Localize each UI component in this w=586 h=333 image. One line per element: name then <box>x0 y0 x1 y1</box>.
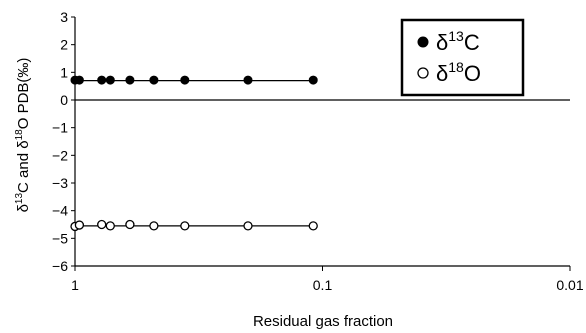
y-tick-label: 0 <box>60 92 68 108</box>
x-axis: 1 0.1 0.01 <box>71 99 584 293</box>
legend-oxygen-element: O <box>464 61 481 86</box>
y-axis-label-sup-1: 13 <box>14 193 25 205</box>
x-tick-label: 1 <box>71 277 79 293</box>
x-tick-label: 0.1 <box>313 277 333 293</box>
oxygen-data-point <box>149 221 159 231</box>
carbon-data-point <box>105 75 115 85</box>
y-tick-label: −1 <box>52 120 68 136</box>
legend-filled-circle-marker <box>417 36 429 48</box>
y-tick-label: −4 <box>52 203 68 219</box>
carbon-data-point <box>74 75 84 85</box>
oxygen-data-point <box>125 219 135 230</box>
legend: δ13C δ18O <box>400 18 525 97</box>
legend-box <box>400 18 525 97</box>
carbon-data-point <box>180 75 190 85</box>
svg-text:δ13C: δ13C <box>436 28 480 55</box>
oxygen-data-point <box>74 220 85 230</box>
oxygen-data-point <box>243 221 253 231</box>
data-points <box>70 75 318 232</box>
legend-entry-oxygen: δ18O <box>417 59 481 86</box>
y-axis-label-mid: C and <box>15 149 32 193</box>
y-axis-label: δ13C and δ18O PDB(‰) <box>14 58 32 213</box>
fit-lines <box>75 80 314 227</box>
y-tick-label: 2 <box>60 37 68 53</box>
carbon-data-point <box>125 75 135 85</box>
y-axis-label-sup-2: 18 <box>14 129 25 141</box>
y-axis: 3 2 1 0 −1 −2 −3 −4 −5 −6 <box>52 9 76 274</box>
y-tick-label: −6 <box>52 258 68 274</box>
carbon-data-point <box>97 75 107 85</box>
oxygen-data-point <box>180 221 190 231</box>
oxygen-data-point <box>105 221 115 231</box>
carbon-data-point <box>149 75 159 85</box>
legend-carbon-sup: 13 <box>448 28 464 44</box>
y-tick-label: −5 <box>52 230 68 246</box>
carbon-data-point <box>243 75 253 85</box>
oxygen-data-point <box>308 221 318 231</box>
x-axis-label: Residual gas fraction <box>253 313 393 330</box>
legend-carbon-delta: δ <box>436 30 448 55</box>
svg-text:δ13C and δ18O PDB(‰): δ13C and δ18O PDB(‰) <box>14 58 32 213</box>
y-tick-label: 1 <box>60 64 68 80</box>
y-axis-label-delta-2: δ <box>15 140 32 148</box>
svg-text:δ18O: δ18O <box>436 59 481 86</box>
legend-oxygen-sup: 18 <box>448 59 464 75</box>
y-tick-label: 3 <box>60 9 68 25</box>
x-tick-label: 0.01 <box>556 277 583 293</box>
y-tick-label: −3 <box>52 175 68 191</box>
oxygen-data-point <box>97 219 107 230</box>
legend-open-circle-marker <box>417 67 429 79</box>
y-axis-label-end: O PDB(‰) <box>15 58 32 130</box>
y-tick-label: −2 <box>52 147 68 163</box>
y-axis-label-delta-1: δ <box>15 204 32 212</box>
legend-oxygen-delta: δ <box>436 61 448 86</box>
legend-entry-carbon: δ13C <box>417 28 480 55</box>
legend-carbon-element: C <box>464 30 480 55</box>
carbon-data-point <box>308 75 318 85</box>
